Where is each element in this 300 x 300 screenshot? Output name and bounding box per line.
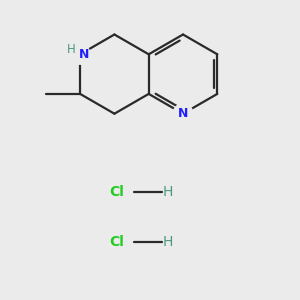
Text: Cl: Cl bbox=[110, 235, 124, 248]
Text: Cl: Cl bbox=[110, 185, 124, 199]
Circle shape bbox=[173, 104, 193, 124]
Text: N: N bbox=[178, 107, 188, 120]
Text: H: H bbox=[163, 235, 173, 248]
Text: N: N bbox=[79, 48, 89, 61]
Text: H: H bbox=[163, 185, 173, 199]
Circle shape bbox=[70, 44, 90, 64]
Text: H: H bbox=[67, 43, 76, 56]
